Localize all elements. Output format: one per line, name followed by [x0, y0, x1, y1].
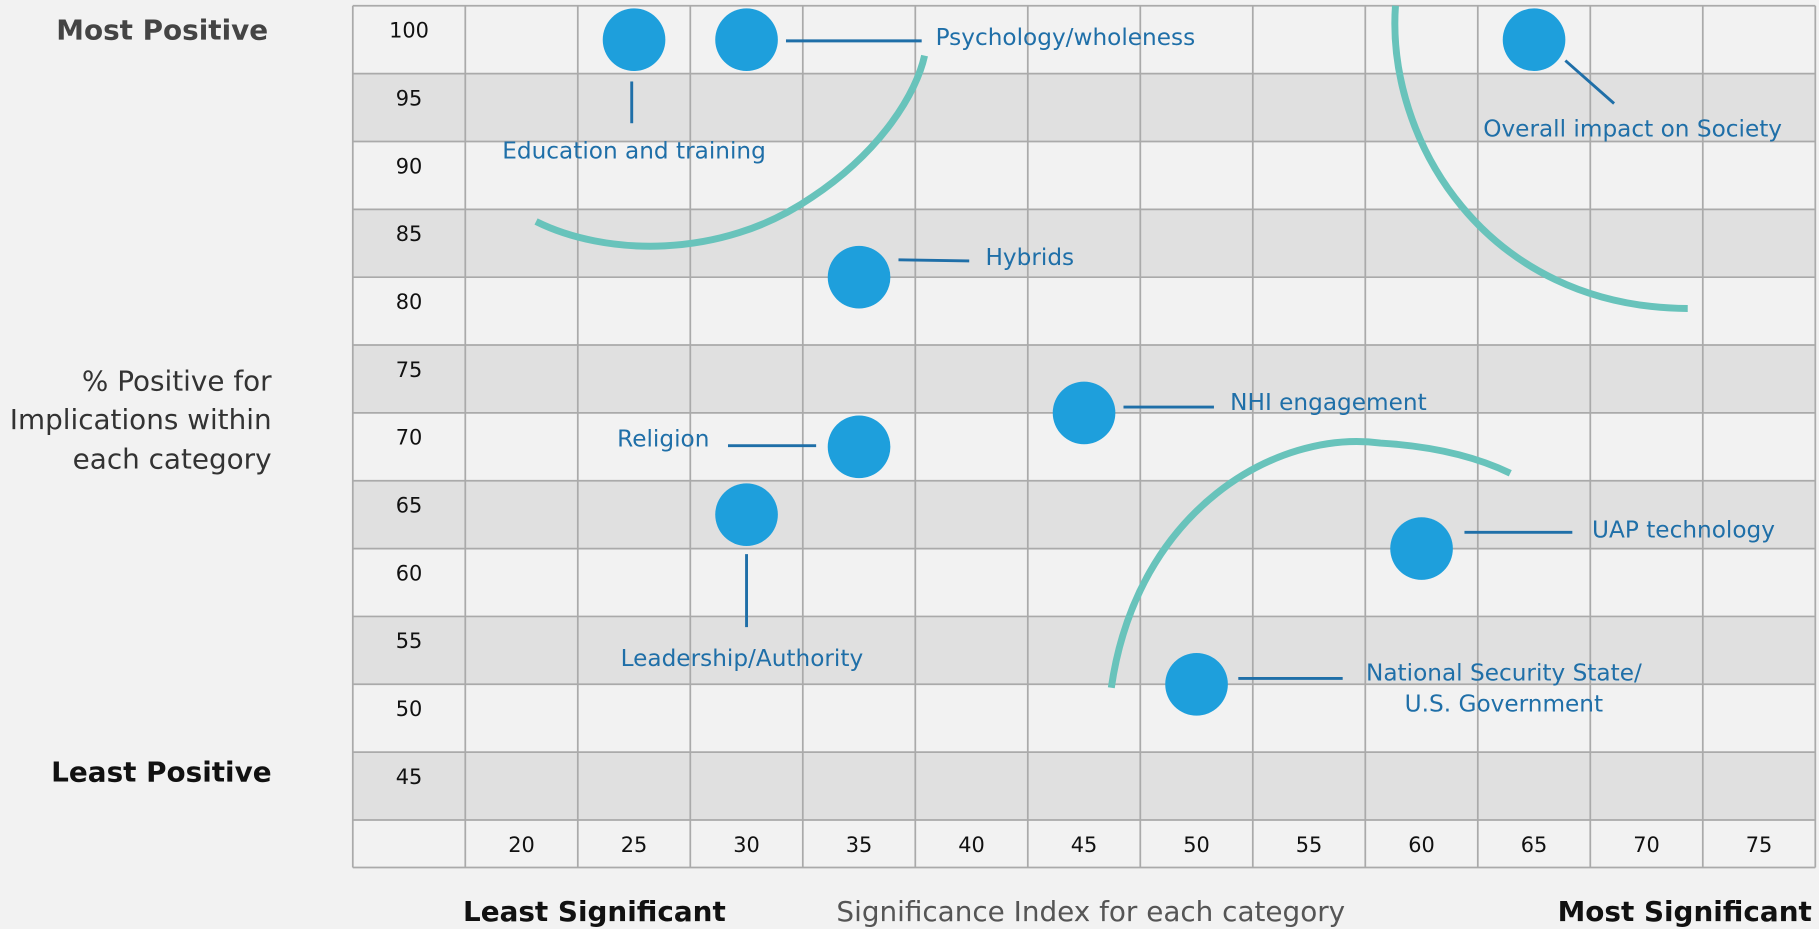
bubble	[827, 245, 891, 309]
y-axis-label: Implications within	[10, 403, 272, 436]
x-tick-label: 65	[1521, 833, 1548, 857]
bubble	[715, 483, 778, 546]
row-band	[352, 480, 1816, 549]
y-tick-label: 45	[396, 765, 423, 789]
leader-line	[898, 258, 970, 263]
x-tick-label: 25	[621, 833, 648, 857]
y-tick-label: 75	[396, 358, 423, 382]
arc	[1391, 5, 1688, 312]
y-axis-label: each category	[73, 442, 272, 475]
row-band	[352, 73, 1816, 142]
x-tick-label: 60	[1408, 833, 1435, 857]
x-tick-label: 35	[846, 833, 873, 857]
y-axis-label: % Positive for	[82, 365, 272, 398]
point-label: Overall impact on Society	[1483, 116, 1782, 143]
y-tick-label: 55	[396, 629, 423, 653]
point-label: Education and training	[502, 138, 766, 165]
x-tick-label: 45	[1071, 833, 1098, 857]
y-tick-label: 65	[396, 494, 423, 518]
point-label: NHI engagement	[1230, 389, 1427, 416]
x-label-right: Most Significant	[1558, 895, 1812, 928]
row-band	[352, 616, 1816, 685]
point-label: Religion	[617, 425, 709, 452]
row-band	[352, 277, 1816, 346]
arc	[1107, 438, 1512, 689]
x-tick-label: 20	[508, 833, 535, 857]
x-axis-label: Significance Index for each category	[836, 895, 1345, 928]
arc	[534, 54, 928, 250]
bubble	[602, 8, 666, 72]
y-tick-label: 60	[396, 561, 423, 585]
y-tick-label: 50	[396, 697, 423, 721]
bubble	[715, 8, 778, 72]
row-band	[352, 684, 1816, 753]
plot: 45 50 55 60 65 70 75 80 85 90 95 100 20 25 30 35 40 45 50 5…	[389, 8, 1782, 857]
point-label: Psychology/wholeness	[936, 24, 1196, 51]
row-band	[352, 209, 1816, 278]
row-band	[352, 5, 1816, 74]
point-label: Hybrids	[985, 244, 1074, 271]
bubble	[1165, 652, 1228, 716]
y-label-bottom: Least Positive	[51, 756, 271, 789]
arcs	[534, 5, 1688, 689]
y-tick-label: 80	[396, 290, 423, 314]
x-tick-label: 75	[1746, 833, 1773, 857]
row-band	[352, 141, 1816, 210]
point-label: Leadership/Authority	[621, 645, 864, 672]
y-tick-label: 70	[396, 426, 423, 450]
bubble	[1390, 517, 1453, 580]
y-tick-label: 90	[396, 154, 423, 178]
x-tick-label: 70	[1633, 833, 1660, 857]
point-label: UAP technology	[1592, 517, 1775, 544]
bubble	[1052, 381, 1116, 445]
y-tick-label: 95	[396, 86, 423, 110]
leader-line	[1564, 59, 1616, 105]
x-label-left: Least Significant	[463, 895, 726, 928]
bubble	[827, 415, 891, 479]
x-tick-label: 50	[1183, 833, 1210, 857]
row-band	[352, 752, 1816, 820]
point-label: National Security State/	[1366, 659, 1642, 686]
x-tick-label: 40	[958, 833, 985, 857]
x-tick-label: 30	[733, 833, 760, 857]
row-band	[352, 548, 1816, 617]
point-label: U.S. Government	[1405, 691, 1603, 718]
x-tick-label: 55	[1296, 833, 1323, 857]
y-tick-label: 100	[389, 19, 429, 43]
grid	[351, 4, 1817, 869]
y-label-top: Most Positive	[56, 13, 268, 46]
y-tick-label: 85	[396, 222, 423, 246]
bubble	[1502, 8, 1566, 72]
